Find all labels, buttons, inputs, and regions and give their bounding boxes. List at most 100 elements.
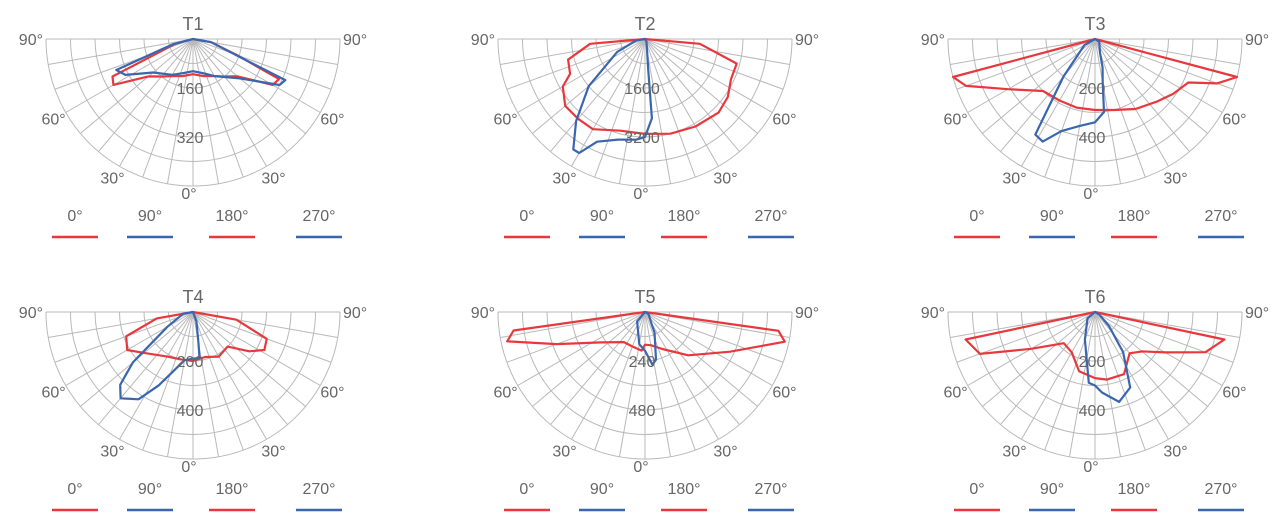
- angle-label: 30°: [1163, 170, 1187, 187]
- angle-label: 90°: [19, 32, 43, 49]
- angle-label: 90°: [1245, 32, 1269, 49]
- radial-tick-label: 400: [177, 403, 204, 420]
- grid-spoke: [1094, 38, 1234, 90]
- angle-label: 90°: [19, 305, 43, 322]
- chart-title: T4: [182, 287, 203, 307]
- grid-spoke: [192, 311, 288, 425]
- grid-spoke: [982, 38, 1096, 134]
- legend-label: 180°: [215, 208, 248, 225]
- grid-spoke: [1044, 311, 1096, 451]
- grid-spoke: [54, 311, 194, 363]
- legend-label: 270°: [1204, 208, 1237, 225]
- angle-label: 60°: [41, 385, 65, 402]
- angle-label: 60°: [943, 385, 967, 402]
- grid-spoke: [1094, 311, 1146, 451]
- legend-label: 0°: [519, 208, 534, 225]
- grid-spoke: [506, 311, 646, 363]
- angle-label: 0°: [633, 459, 648, 476]
- legend-label: 90°: [138, 481, 162, 498]
- angle-label: 60°: [772, 385, 796, 402]
- angle-label: 30°: [713, 443, 737, 460]
- grid-spoke: [644, 311, 696, 451]
- series-curve-blue: [115, 37, 287, 87]
- legend-label: 0°: [969, 208, 984, 225]
- legend-label: 90°: [138, 208, 162, 225]
- angle-label: 0°: [181, 186, 196, 203]
- grid-spoke: [506, 38, 646, 90]
- angle-label: 60°: [943, 112, 967, 129]
- angle-label: 60°: [493, 385, 517, 402]
- grid-spoke: [192, 311, 244, 451]
- angle-label: 90°: [795, 32, 819, 49]
- angle-label: 60°: [41, 112, 65, 129]
- grid-spoke: [1021, 311, 1096, 440]
- legend-label: 90°: [590, 481, 614, 498]
- chart-title: T1: [182, 14, 203, 34]
- grid-spoke: [1094, 311, 1122, 457]
- series-curve-blue: [636, 310, 658, 366]
- angle-label: 30°: [261, 170, 285, 187]
- grid-spoke: [571, 38, 646, 167]
- grid-spoke: [1068, 311, 1096, 457]
- grid-spoke: [166, 38, 194, 184]
- polar-chart-t2: 1600 3200 T2 0° 30° 30° 60° 60° 90° 90° 0° 90° 180° 2…: [471, 14, 819, 239]
- polar-chart-t6: 200 400 T6 0° 30° 30° 60° 60° 90° 90° 0° 90° 180° 270…: [921, 287, 1269, 512]
- angle-label: 30°: [261, 443, 285, 460]
- grid-spoke: [142, 311, 194, 451]
- grid-spoke: [982, 311, 1096, 407]
- grid-spoke: [550, 311, 646, 425]
- angle-label: 60°: [772, 112, 796, 129]
- grid-spoke: [644, 38, 784, 90]
- legend-label: 270°: [302, 481, 335, 498]
- grid-spoke: [1094, 38, 1169, 167]
- radial-tick-label: 320: [177, 130, 204, 147]
- grid-spoke: [98, 38, 194, 152]
- grid-spoke: [192, 38, 267, 167]
- grid-spoke: [532, 311, 646, 407]
- polar-chart-t1: 160 320 T1 0° 30° 30° 60° 60° 90° 90° 0° 90° 180° 270…: [19, 14, 367, 239]
- grid-spoke: [644, 38, 696, 178]
- grid-spoke: [644, 38, 740, 152]
- grid-spoke: [618, 38, 646, 184]
- grid-spoke: [1094, 38, 1146, 178]
- grid-spoke: [644, 311, 719, 440]
- grid-spoke: [644, 311, 773, 386]
- angle-label: 30°: [713, 170, 737, 187]
- grid-spoke: [192, 38, 220, 184]
- legend-label: 180°: [1117, 481, 1150, 498]
- series-curve-red: [111, 37, 281, 86]
- radial-tick-label: 200: [1079, 81, 1106, 98]
- grid-spoke: [517, 311, 646, 386]
- angle-label: 90°: [343, 305, 367, 322]
- grid-spoke: [571, 311, 646, 440]
- angle-label: 90°: [343, 32, 367, 49]
- grid-spoke: [500, 38, 646, 66]
- grid-spoke: [48, 38, 194, 66]
- grid-spoke: [192, 311, 267, 440]
- legend-label: 0°: [519, 481, 534, 498]
- grid-spoke: [192, 38, 332, 90]
- radial-tick-label: 200: [1079, 354, 1106, 371]
- grid-spoke: [80, 38, 194, 134]
- angle-label: 30°: [100, 443, 124, 460]
- grid-spoke: [166, 311, 194, 457]
- series-curve-blue: [572, 37, 653, 155]
- grid-spoke: [1094, 38, 1240, 66]
- angle-label: 90°: [795, 305, 819, 322]
- grid-spoke: [1044, 38, 1096, 178]
- series-curve-blue: [119, 310, 201, 401]
- radial-tick-label: 160: [177, 81, 204, 98]
- radial-tick-label: 3200: [624, 130, 660, 147]
- grid-spoke: [98, 311, 194, 425]
- grid-spoke: [65, 38, 194, 113]
- grid-spoke: [192, 38, 321, 113]
- radial-tick-label: 400: [1079, 403, 1106, 420]
- grid-spoke: [1094, 311, 1234, 363]
- grid-spoke: [1000, 311, 1096, 425]
- grid-spoke: [1000, 38, 1096, 152]
- radial-tick-label: 480: [629, 403, 656, 420]
- grid-spoke: [644, 38, 758, 134]
- chart-title: T6: [1084, 287, 1105, 307]
- series-curve-red: [561, 37, 738, 135]
- grid-spoke: [644, 38, 719, 167]
